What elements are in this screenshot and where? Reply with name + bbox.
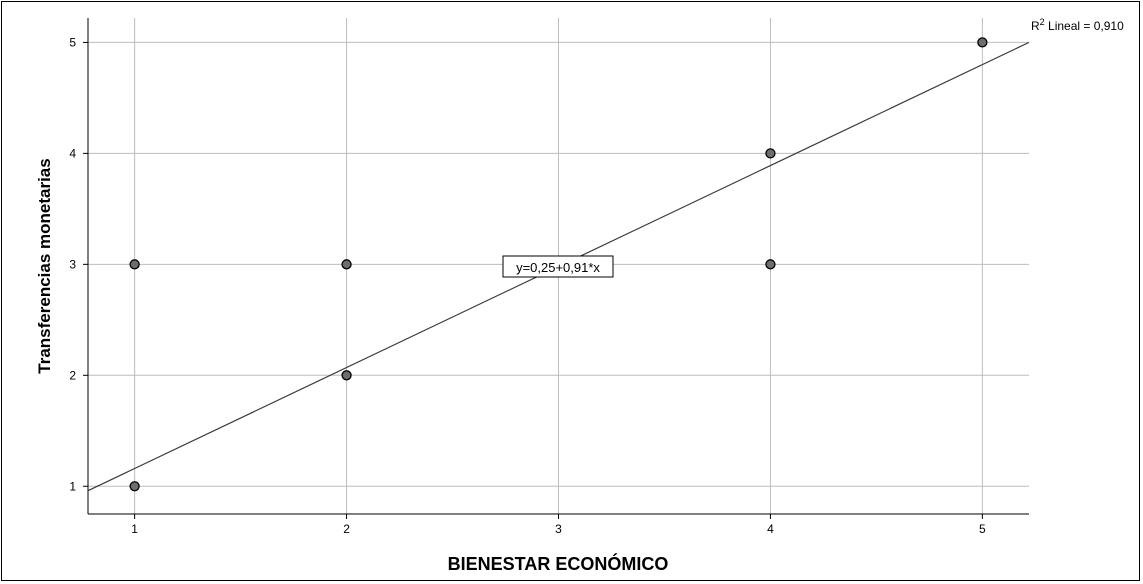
x-tick-label: 2 — [343, 522, 350, 536]
x-tick-label: 5 — [979, 522, 986, 536]
x-axis-label: BIENESTAR ECONÓMICO — [448, 553, 669, 574]
data-point — [765, 148, 776, 159]
equation-box-border — [502, 255, 614, 278]
data-point — [341, 370, 352, 381]
x-tick-label: 1 — [131, 522, 138, 536]
y-tick-label: 2 — [69, 368, 76, 382]
data-point — [341, 259, 352, 270]
grid-lines — [88, 18, 1029, 514]
y-tick-label: 3 — [69, 257, 76, 271]
r2-label-superscript: 2 — [1040, 17, 1045, 27]
y-tick-labels: 1 2 3 4 5 — [69, 35, 88, 493]
x-tick-labels: 1 2 3 4 5 — [131, 514, 986, 536]
r2-label-suffix: Lineal = 0,910 — [1045, 19, 1124, 33]
equation-label: y=0,25+0,91*x — [516, 260, 600, 275]
y-tick-label: 1 — [69, 479, 76, 493]
data-point — [977, 37, 988, 48]
y-tick-label: 4 — [69, 146, 76, 160]
y-tick-label: 5 — [69, 35, 76, 49]
data-point — [129, 481, 140, 492]
r2-label-prefix: R — [1031, 19, 1040, 33]
data-point — [129, 259, 140, 270]
x-tick-label: 4 — [767, 522, 774, 536]
data-point — [765, 259, 776, 270]
y-axis-label: Transferencias monetarias — [35, 158, 54, 373]
data-points — [129, 37, 988, 492]
equation-box: y=0,25+0,91*x — [502, 255, 614, 278]
x-tick-label: 3 — [555, 522, 562, 536]
r2-label: R2 Lineal = 0,910 — [1031, 17, 1124, 33]
